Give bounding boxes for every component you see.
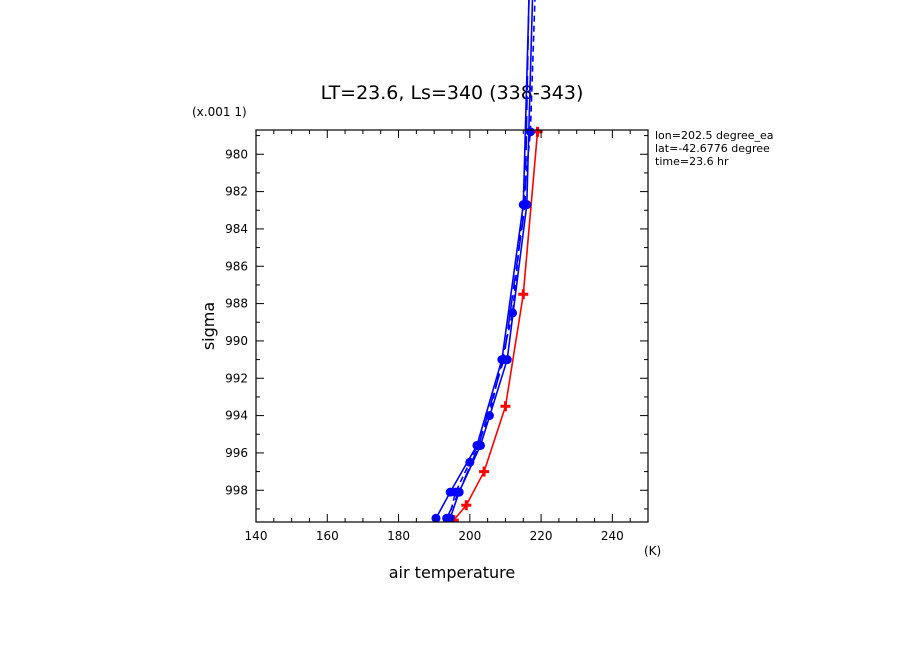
y-tick-label: 986 bbox=[225, 259, 248, 273]
y-tick-label: 992 bbox=[225, 371, 248, 385]
x-axis-label: air temperature bbox=[389, 563, 515, 582]
y-scale-note: (x.001 1) bbox=[192, 105, 247, 119]
annotation-time: time=23.6 hr bbox=[655, 155, 729, 168]
data-point-cross bbox=[500, 401, 511, 412]
x-unit-label: (K) bbox=[644, 544, 661, 558]
series-line-2 bbox=[435, 0, 530, 519]
plot-frame bbox=[255, 129, 649, 523]
x-tick-label: 140 bbox=[245, 529, 268, 543]
x-tick-label: 160 bbox=[316, 529, 339, 543]
annotation-lat: lat=-42.6776 degree bbox=[655, 142, 770, 155]
y-tick-label: 990 bbox=[225, 334, 248, 348]
data-point-cross bbox=[518, 289, 529, 300]
y-tick-label: 980 bbox=[225, 147, 248, 161]
data-point-cross bbox=[461, 500, 472, 511]
x-tick-label: 240 bbox=[601, 529, 624, 543]
x-tick-label: 180 bbox=[387, 529, 410, 543]
annotation-lon: lon=202.5 degree_ea bbox=[655, 129, 774, 142]
series-line-1 bbox=[453, 131, 539, 521]
data-point-dot bbox=[499, 355, 509, 365]
y-tick-label: 996 bbox=[225, 446, 248, 460]
data-point-dot bbox=[442, 513, 452, 522]
y-tick-label: 994 bbox=[225, 409, 248, 423]
series-line-5 bbox=[445, 0, 530, 519]
y-tick-label: 988 bbox=[225, 297, 248, 311]
data-point-cross bbox=[479, 466, 490, 477]
data-point-dot bbox=[520, 200, 530, 210]
data-point-dot bbox=[454, 487, 464, 497]
data-point-dot bbox=[474, 440, 484, 450]
y-tick-label: 998 bbox=[225, 483, 248, 497]
x-tick-label: 200 bbox=[458, 529, 481, 543]
y-axis-label: sigma bbox=[199, 302, 218, 350]
chart-title: LT=23.6, Ls=340 (338-343) bbox=[321, 82, 584, 104]
y-tick-label: 984 bbox=[225, 222, 248, 236]
y-tick-label: 982 bbox=[225, 185, 248, 199]
x-tick-label: 220 bbox=[530, 529, 553, 543]
